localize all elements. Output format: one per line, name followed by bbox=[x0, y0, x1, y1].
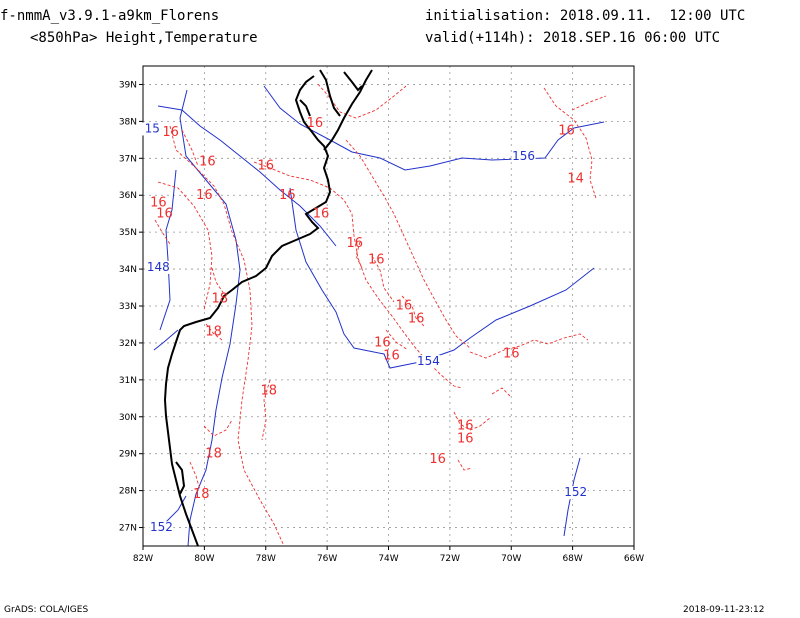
lat-tick-label: 33N bbox=[119, 302, 137, 312]
height-label-backdrop bbox=[563, 486, 588, 500]
plot-timestamp: 2018-09-11-23:12 bbox=[683, 605, 765, 615]
lat-tick-label: 38N bbox=[119, 117, 137, 127]
height-label-backdrop bbox=[511, 150, 536, 164]
temperature-contour-label: 16 bbox=[408, 312, 425, 327]
temperature-contour-label: 16 bbox=[150, 195, 167, 210]
temperature-contour-label: 16 bbox=[368, 253, 385, 268]
height-contour-label: 148 bbox=[147, 260, 170, 274]
temperature-contour-label: 16 bbox=[558, 123, 575, 138]
temperature-contour-label: 16 bbox=[307, 116, 324, 131]
lon-tick-label: 76W bbox=[317, 554, 337, 564]
temperature-contour-label: 16 bbox=[429, 452, 446, 467]
temperature-contour-label: 18 bbox=[205, 325, 222, 340]
temperature-contour-label: 18 bbox=[193, 487, 210, 502]
lat-tick-label: 27N bbox=[119, 524, 137, 534]
temperature-contour-label: 18 bbox=[261, 384, 278, 399]
lat-tick-label: 37N bbox=[119, 154, 137, 164]
height-contour-label: 152 bbox=[564, 485, 587, 499]
temperature-contour-label: 18 bbox=[211, 291, 228, 306]
lon-tick-label: 70W bbox=[501, 554, 521, 564]
lon-tick-label: 66W bbox=[624, 554, 644, 564]
height-label-backdrop bbox=[149, 521, 174, 535]
height-label-backdrop bbox=[140, 122, 165, 136]
field-title: <850hPa> Height,Temperature bbox=[30, 30, 258, 46]
temperature-contour-label: 16 bbox=[257, 158, 274, 173]
lat-tick-label: 39N bbox=[119, 80, 137, 90]
valid-time: valid(+114h): 2018.SEP.16 06:00 UTC bbox=[425, 30, 721, 46]
height-contour-label: 152 bbox=[150, 520, 173, 534]
height-contour-156 bbox=[263, 85, 605, 171]
grads-credit: GrADS: COLA/IGES bbox=[4, 605, 89, 615]
lat-tick-label: 34N bbox=[119, 265, 137, 275]
temperature-contour-label: 16 bbox=[457, 419, 474, 434]
height-contour-label: 154 bbox=[417, 354, 440, 368]
temperature-contour-label: 16 bbox=[346, 236, 363, 251]
lat-tick-label: 30N bbox=[119, 413, 137, 423]
temperature-contour-label: 16 bbox=[279, 188, 296, 203]
temperature-contour-label: 16 bbox=[156, 206, 173, 221]
height-contour-label: 156 bbox=[512, 149, 535, 163]
temperature-contours bbox=[154, 83, 607, 546]
lat-tick-label: 32N bbox=[119, 339, 137, 349]
graticule bbox=[143, 66, 634, 546]
temperature-contour-label: 16 bbox=[374, 336, 391, 351]
temperature-contour-label: 16 bbox=[383, 349, 400, 364]
lat-tick-label: 36N bbox=[119, 191, 137, 201]
temperature-contour-label: 16 bbox=[196, 188, 213, 203]
height-contour-label: 15 bbox=[145, 121, 160, 135]
lon-tick-label: 74W bbox=[378, 554, 398, 564]
temperature-contour-label: 16 bbox=[162, 125, 179, 140]
temperature-contour-label: 16 bbox=[503, 347, 520, 362]
temperature-contour-label: 16 bbox=[396, 299, 413, 314]
model-title: f-nmmA_v3.9.1-a9km_Florens bbox=[0, 8, 220, 24]
coastline bbox=[163, 69, 373, 546]
lat-tick-label: 28N bbox=[119, 487, 137, 497]
lat-tick-label: 35N bbox=[119, 228, 137, 238]
height-label-backdrop bbox=[146, 260, 171, 274]
lon-tick-label: 78W bbox=[256, 554, 276, 564]
temperature-contour-label: 16 bbox=[313, 206, 330, 221]
height-label-backdrop bbox=[416, 355, 441, 369]
lat-tick-label: 29N bbox=[119, 450, 137, 460]
lon-tick-label: 68W bbox=[562, 554, 582, 564]
height-contour-west bbox=[157, 105, 337, 247]
temperature-contour-label: 14 bbox=[567, 171, 584, 186]
height-contour-south bbox=[153, 329, 179, 351]
lat-tick-label: 31N bbox=[119, 376, 137, 386]
lon-tick-label: 80W bbox=[194, 554, 214, 564]
temperature-contour-label: 16 bbox=[199, 155, 216, 170]
axis-ticks: 82W 80W 78W 76W 74W 72W 70W 68W 66W 27N 28N 29N 30N 3… bbox=[119, 80, 644, 564]
height-contour-154 bbox=[289, 187, 595, 369]
lon-tick-label: 72W bbox=[440, 554, 460, 564]
height-contour-coast bbox=[159, 169, 177, 331]
initialisation-time: initialisation: 2018.09.11. 12:00 UTC bbox=[425, 8, 746, 24]
height-contours bbox=[149, 85, 605, 546]
temperature-contour-label: 16 bbox=[457, 432, 474, 447]
lon-tick-label: 82W bbox=[133, 554, 153, 564]
temperature-contour-label: 18 bbox=[205, 446, 222, 461]
